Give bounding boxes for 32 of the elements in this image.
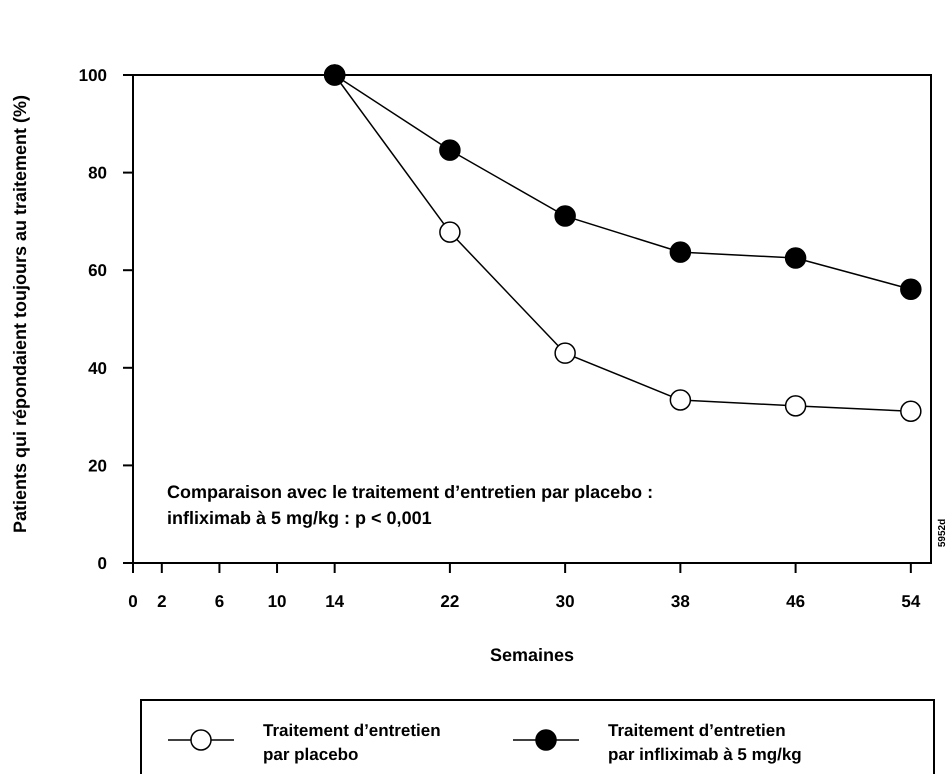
point (900, 400, 922, 422)
legend-label: Traitement d’entretien par infliximab à 5 mg/kg (608, 721, 802, 764)
text: 5952d (937, 518, 948, 548)
x-tick-label: 38 (670, 592, 690, 611)
y-tick-label: 20 (88, 456, 107, 476)
y-tick-label: 40 (88, 358, 107, 378)
x-tick-label: 2 (157, 592, 167, 611)
y-tick-label: 60 (88, 261, 107, 280)
x-tick-label: 10 (268, 592, 287, 611)
x-tick-label: 6 (214, 592, 224, 611)
y-tick-label: 80 (88, 164, 107, 183)
x-tick-label: 0 (128, 592, 138, 611)
point (439, 221, 461, 243)
point (670, 241, 692, 263)
x-axis-title: Semaines (490, 645, 574, 665)
x-tick-label: 22 (440, 592, 460, 611)
point (439, 139, 461, 161)
point (784, 247, 806, 269)
x-tick-label: 46 (786, 592, 806, 611)
legend-label: Traitement d’entretien par placebo (263, 721, 441, 764)
x-tick-label: 14 (325, 592, 345, 611)
point (784, 395, 806, 417)
y-tick-label: 100 (78, 66, 107, 85)
annotation: Comparaison avec le traitement d’entretien par placebo : infliximab à 5 mg/kg : p < 0,001 (167, 482, 654, 528)
point (554, 205, 576, 227)
x-tick-label: 54 (901, 592, 921, 611)
point (554, 342, 576, 364)
y-axis-title: Patients qui répondaient toujours au traitement (%) (10, 94, 30, 534)
y-tick-label: 0 (98, 554, 107, 573)
x-tick-label: 30 (556, 592, 575, 611)
point (900, 278, 922, 300)
point (670, 389, 692, 411)
